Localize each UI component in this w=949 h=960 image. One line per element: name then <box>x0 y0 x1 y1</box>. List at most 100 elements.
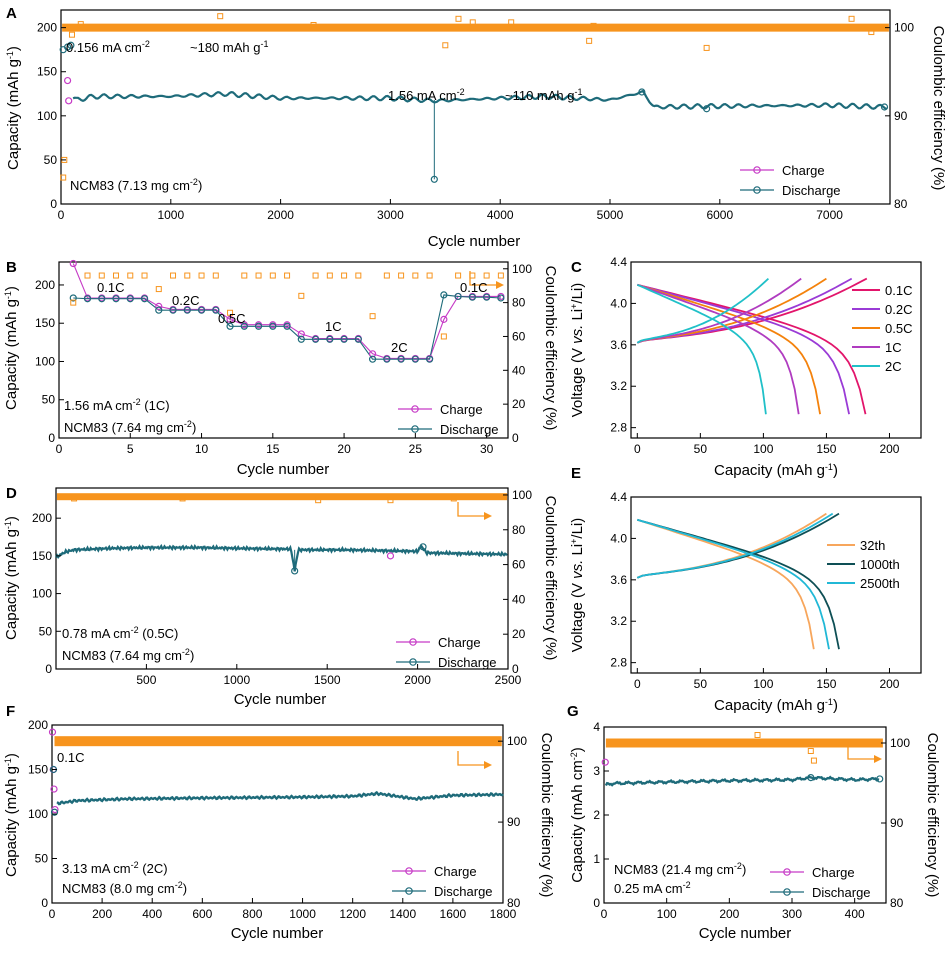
ce-outlier-point <box>868 29 875 36</box>
text-part: Voltage (V <box>569 579 586 652</box>
annotation: NCM83 (7.64 mg cm-2) <box>62 647 194 663</box>
discharge-point <box>212 306 220 314</box>
discharge-point <box>83 295 92 303</box>
x-tick-label: 200 <box>719 907 739 921</box>
text-part: -2 <box>683 880 691 890</box>
ce-point <box>426 272 433 279</box>
text-part: Capacity (mAh g <box>3 529 20 640</box>
legend-label-discharge: Discharge <box>782 183 841 198</box>
y-tick-label: 1 <box>593 852 600 866</box>
charge-point <box>48 728 57 736</box>
legend-label: 0.5C <box>885 321 912 336</box>
rate-label: 0.5C <box>218 311 245 326</box>
y-tick-label: 150 <box>32 549 52 563</box>
legend-marker <box>783 888 791 896</box>
y2-tick-label: 0 <box>512 431 519 445</box>
text-part: ~180 mAh g <box>190 40 260 55</box>
rate-label: 1C <box>325 319 342 334</box>
x-axis-label: Cycle number <box>428 233 521 250</box>
y2-tick-label: 60 <box>512 558 526 572</box>
ce-outlier-point <box>77 21 84 28</box>
discharge-point <box>226 322 234 330</box>
legend-label-discharge: Discharge <box>438 655 497 670</box>
y2-tick-label: 100 <box>512 262 532 276</box>
y-axis-label: Capacity (mAh g-1) <box>3 516 20 640</box>
y-tick-label: 0 <box>48 431 55 445</box>
discharge-point <box>311 335 320 343</box>
discharge-point <box>183 306 191 314</box>
discharge-point <box>807 773 815 782</box>
panel-label: E <box>571 465 581 482</box>
x-tick-label: 0 <box>58 208 65 222</box>
text-part: -2 <box>734 861 742 871</box>
discharge-dip-point <box>430 175 438 183</box>
legend-label: 2500th <box>860 576 900 591</box>
ce-outlier-point <box>68 31 75 38</box>
discharge-point <box>269 322 277 330</box>
ce-point <box>184 272 191 279</box>
text-part: -2 <box>131 860 139 870</box>
y-axis-label: Capacity (mAh g-1) <box>5 46 22 170</box>
arrow-head <box>874 755 882 763</box>
ce-point <box>141 272 148 279</box>
text-part: -1 <box>825 697 833 707</box>
y-tick-label: 100 <box>35 354 55 368</box>
ce-point <box>241 272 248 279</box>
y2-tick-label: 0 <box>512 662 519 676</box>
ce-axis-arrow <box>469 271 496 286</box>
ce-point <box>412 272 419 279</box>
discharge-point <box>419 543 427 551</box>
annotation: ~110 mAh g-1 <box>505 87 583 103</box>
y2-tick-label: 90 <box>894 109 908 123</box>
x-tick-label: 1400 <box>389 907 416 921</box>
y-tick-label: 50 <box>42 393 56 407</box>
x-tick-label: 1000 <box>157 208 184 222</box>
x-tick-label: 6000 <box>706 208 733 222</box>
arrow-head <box>496 281 504 289</box>
y-tick-label: 150 <box>28 763 48 777</box>
discharge-point <box>283 322 291 330</box>
x-tick-label: 25 <box>409 442 423 456</box>
annotation: NCM83 (8.0 mg cm-2) <box>62 880 187 896</box>
ce-outlier-point <box>217 13 224 20</box>
text-part: Capacity (mAh g <box>5 59 22 170</box>
text-part: (0.5C) <box>139 626 179 641</box>
text-part: ) <box>5 46 22 51</box>
panel-label: G <box>567 703 579 720</box>
y-tick-label: 200 <box>37 21 57 35</box>
y2-tick-label: 80 <box>890 896 904 910</box>
discharge-point <box>440 291 448 299</box>
discharge-point <box>397 355 405 363</box>
annotation: 0.156 mA cm-2 <box>66 39 150 55</box>
x-tick-label: 2000 <box>404 673 431 687</box>
x-tick-label: 1000 <box>223 673 250 687</box>
y-tick-label: 4.4 <box>610 490 627 504</box>
discharge-point <box>112 295 120 303</box>
legend-label-charge: Charge <box>440 402 483 417</box>
discharge-curve <box>637 518 840 650</box>
text-part: vs. <box>569 560 586 579</box>
discharge-point <box>169 306 177 314</box>
ce-point <box>170 272 177 279</box>
y-tick-label: 0 <box>45 662 52 676</box>
x-tick-label: 1200 <box>339 907 366 921</box>
discharge-series <box>73 294 501 360</box>
y-axis-label: Voltage (V vs. Li+/Li) <box>569 518 586 653</box>
ce-point <box>312 272 319 279</box>
y-tick-label: 4.4 <box>610 255 627 269</box>
legend-marker <box>409 658 417 666</box>
x-tick-label: 30 <box>480 442 494 456</box>
text-part: (1C) <box>141 398 170 413</box>
x-tick-label: 0 <box>601 907 608 921</box>
legend-marker <box>411 405 419 413</box>
discharge-point <box>140 295 149 303</box>
annotation: 3.13 mA cm-2 (2C) <box>62 860 168 876</box>
y-tick-label: 3.2 <box>610 614 627 628</box>
ce-point <box>298 292 305 299</box>
text-part: -2 <box>457 87 465 97</box>
panel-c: C 0 50 100 150 200 2.8 3.2 3.6 4.0 4.4 0.1C 0.2C 0.5C… <box>569 255 922 479</box>
text-part: ~110 mAh g <box>505 88 575 103</box>
discharge-point <box>454 292 462 301</box>
text-part: -1 <box>575 87 583 97</box>
y2-tick-label: 90 <box>890 816 904 830</box>
